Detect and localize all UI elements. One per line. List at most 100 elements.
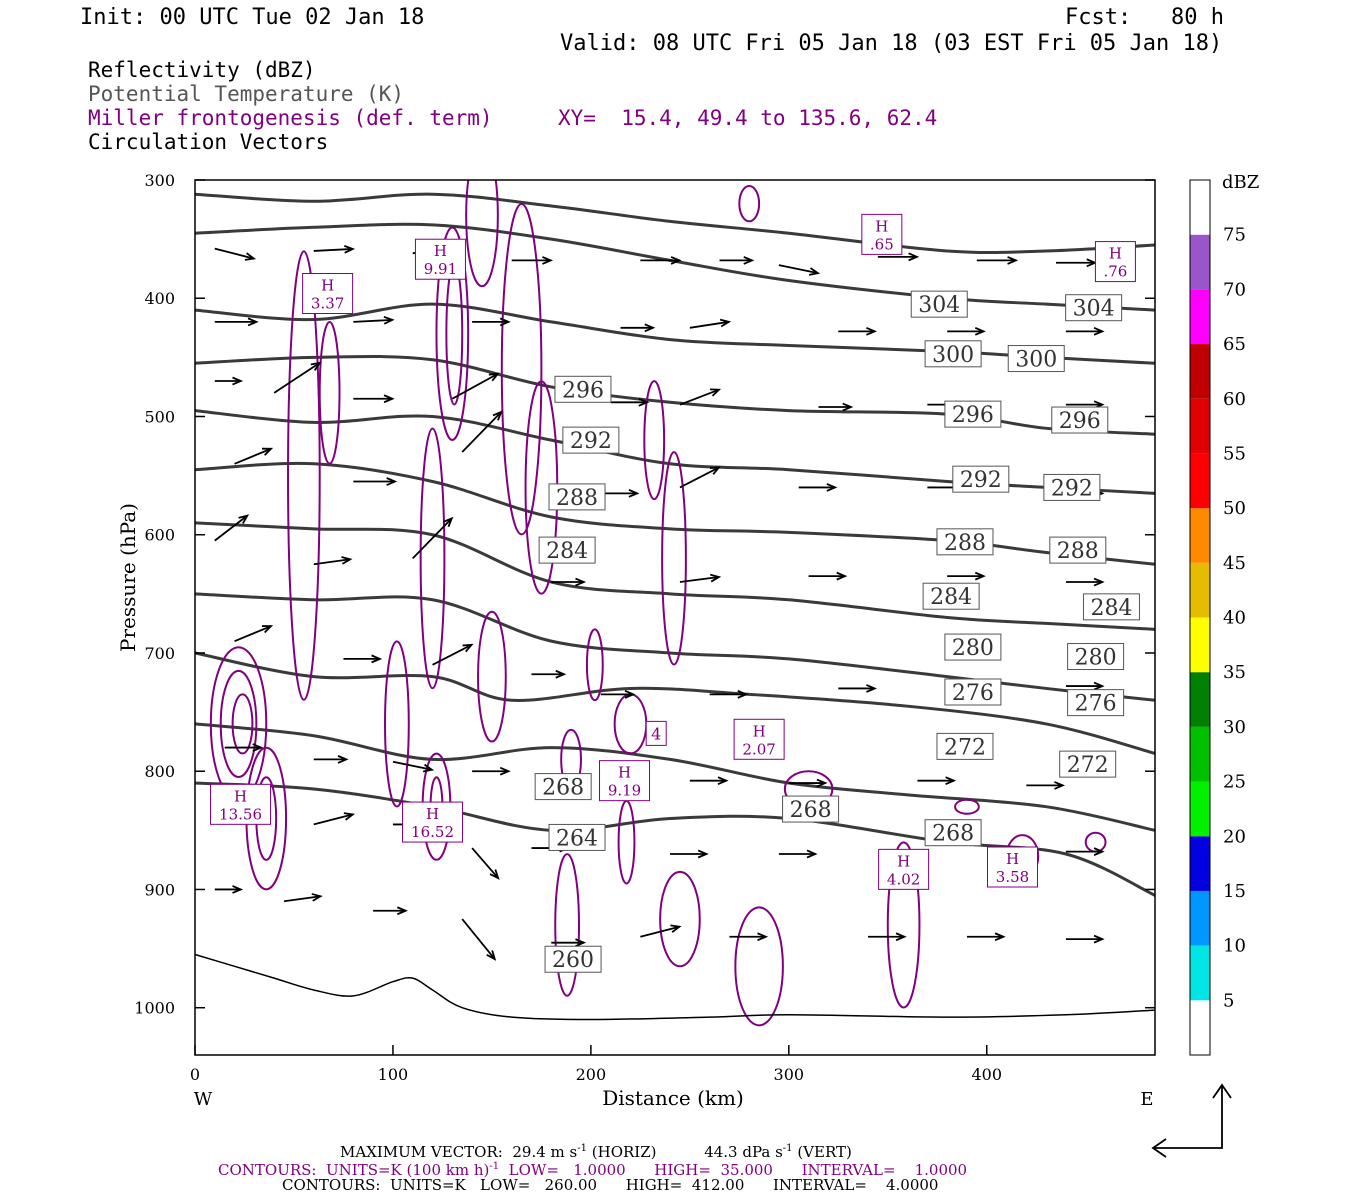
theta-label-text: 272 [1067,753,1109,778]
fronto-high-box [402,801,464,843]
circulation-vector [778,264,821,276]
circulation-vector [679,466,722,489]
theta-label-box [924,819,982,847]
theta-label-text: 288 [944,531,986,556]
fronto-contour [477,610,507,743]
vector-head [343,812,356,821]
theta-label: 288 [1049,536,1107,564]
theta-contour-288 [195,409,1155,495]
vector-head [670,256,682,265]
circulation-vector [471,847,500,880]
theta-label-box [1049,536,1107,564]
footer-contours-theta: CONTOURS: UNITS=K LOW= 260.00 HIGH= 412.… [282,1176,939,1194]
vector-shaft [679,466,720,489]
circulation-vector [551,938,587,948]
fronto-high: H9.19 [599,760,651,802]
circulation-vector [600,690,636,699]
circulation-vector [511,256,554,265]
colorbar-tick-label: 50 [1223,498,1246,519]
x-tick-label: 400 [971,1065,1002,1084]
fronto-high-symbol: H [753,722,766,740]
theta-label-box [1051,406,1109,434]
y-tick-label: 300 [144,171,175,190]
vector-head [499,317,511,327]
y-tick-label: 800 [144,762,175,781]
vector-head [743,256,755,265]
theta-label: 264 [548,823,606,851]
fronto-high-box [599,760,651,802]
circulation-vector [1056,258,1098,268]
vector-head [842,402,854,412]
fronto-high-value: 13.56 [219,805,262,823]
circulation-vector [461,410,503,453]
circulation-vector [1065,577,1105,587]
fronto-contour [419,427,446,690]
theta-label-text: 284 [930,585,972,610]
vector-shaft [214,514,248,542]
axes: 300 400 500 600 700 800 900 1000 0 100 200 300 400 W E… [116,171,1156,1110]
theta-contour-292 [195,354,1155,436]
colorbar-swatch [1190,508,1210,563]
vector-head [244,252,257,261]
circulation-vector [600,489,640,498]
colorbar-tick-label: 25 [1223,772,1246,793]
theta-label: 300 [924,340,982,368]
fronto-contour-label: 4 [645,720,667,746]
colorbar: 5 10 15 20 25 30 35 40 45 50 55 60 65 70 75 dBZ [1189,172,1259,1056]
vector-head [644,323,656,333]
fronto-high: H.65 [861,213,903,255]
vector-head [397,906,408,916]
theta-contour-280 [195,521,1155,631]
vector-head [719,318,732,328]
plot-frame [194,179,1156,1056]
reference-arrow-head-left [1151,1138,1167,1158]
circulation-vector [877,252,920,262]
theta-label: 292 [1043,473,1101,501]
theta-label: 268 [534,773,592,801]
vector-head [492,410,503,421]
vector-head [371,654,383,664]
vector-head [343,245,356,254]
vector-head [670,924,682,933]
vector-shaft [313,813,353,826]
y-tick-label: 500 [144,407,175,426]
theta-label-box [936,528,994,556]
theta-label: 304 [910,290,968,318]
fronto-contour [384,640,410,808]
fronto-contour [554,853,581,997]
fronto-contour [734,906,784,1027]
colorbar-tick-label: 70 [1223,279,1246,300]
theta-label-text: 268 [932,822,974,847]
fronto-high-box [878,848,930,890]
theta-label: 292 [562,426,620,454]
circulation-vector [472,766,511,776]
fronto-contour [954,798,980,815]
fronto-high-value: 9.19 [608,782,641,800]
fronto-contour [659,870,701,968]
x-tick-label: 100 [378,1065,409,1084]
theta-label-text: 272 [944,735,986,760]
theta-label-text: 264 [556,826,598,851]
theta-label-box [1065,294,1123,322]
colorbar-swatch [1190,945,1210,1001]
vector-shaft [412,517,453,560]
vector-head [1093,327,1105,336]
y-tick-label: 700 [144,644,175,663]
circulation-vector [283,893,323,903]
fronto-contour [219,669,258,779]
vector-shaft [273,362,321,394]
legend-vectors: Circulation Vectors [88,130,329,154]
fronto-high-value: 3.37 [311,295,344,313]
theta-label: 292 [952,465,1010,493]
circulation-vector [214,514,250,542]
circulation-vector [353,477,398,486]
circulation-vector [461,918,497,961]
fronto-high-symbol: H [897,852,910,870]
fronto-high-value: 16.52 [411,823,454,841]
fronto-high-box [210,783,272,825]
circulation-vector [689,318,732,329]
theta-label: 296 [1051,406,1109,434]
theta-label-box [1059,750,1117,778]
vector-head [1093,847,1105,856]
circulation-vector [640,924,682,938]
